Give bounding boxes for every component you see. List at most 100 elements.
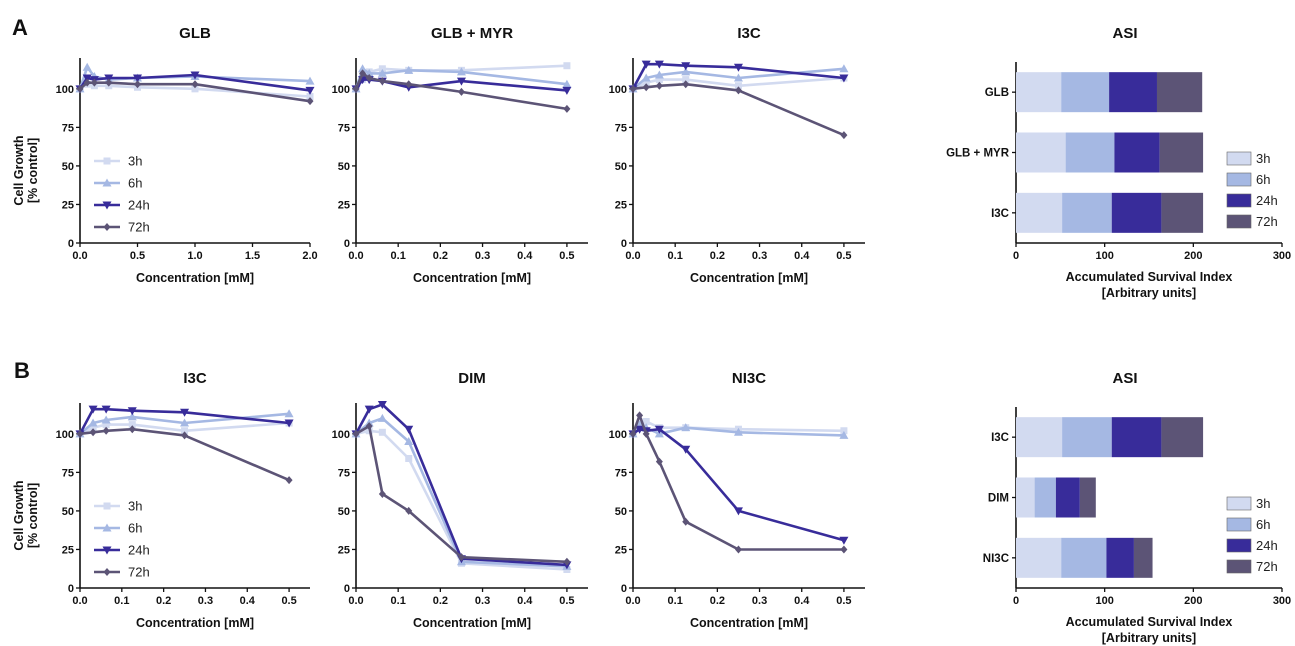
legend-item-6h: 6h	[1226, 172, 1270, 187]
x-tick-label: 0.4	[794, 595, 810, 607]
legend-swatch	[1226, 517, 1252, 532]
x-axis-label: Concentration [mM]	[690, 271, 808, 285]
bar-row-2: NI3C	[983, 537, 1153, 578]
y-tick-label: 50	[338, 506, 350, 518]
data-point-72h	[642, 83, 650, 92]
category-label: I3C	[991, 208, 1009, 220]
data-point-72h	[365, 74, 373, 83]
data-point-72h	[83, 78, 91, 87]
bar-segment-24h	[1114, 132, 1160, 173]
x-axis-label: Concentration [mM]	[413, 616, 531, 630]
chart-title: NI3C	[732, 370, 766, 387]
legend-marker	[102, 546, 112, 555]
y-tick-label: 50	[615, 506, 627, 518]
x-tick-label: 0.1	[114, 595, 129, 607]
category-label: GLB	[985, 87, 1009, 99]
x-tick-label: 0.3	[475, 595, 490, 607]
data-point-72h	[128, 425, 136, 434]
legend-label: 3h	[128, 499, 142, 514]
data-point-72h	[306, 97, 314, 106]
y-tick-label: 75	[338, 467, 350, 479]
y-tick-label: 100	[56, 84, 74, 96]
series-6h	[75, 409, 294, 438]
bar-row-0: GLB	[985, 72, 1203, 113]
bar-segment-6h	[1061, 72, 1110, 113]
data-point-6h	[404, 65, 414, 74]
data-point-72h	[629, 429, 637, 438]
legend-item-72h: 72h	[1226, 214, 1278, 229]
data-point-3h	[191, 85, 199, 93]
y-tick-label: 75	[615, 122, 627, 134]
legend-marker	[103, 223, 111, 231]
data-point-24h	[127, 407, 137, 416]
panel-label-b: B	[14, 358, 30, 383]
data-point-72h	[655, 81, 663, 90]
data-point-6h	[733, 427, 743, 436]
y-tick-label: 25	[62, 544, 74, 556]
panel-label-a: A	[12, 15, 28, 40]
data-point-72h	[134, 80, 141, 89]
data-point-6h	[180, 418, 190, 427]
x-tick-label: 0.2	[433, 595, 448, 607]
x-tick-label: 0	[1013, 595, 1019, 607]
bar-segment-6h	[1062, 192, 1112, 233]
x-tick-label: 0.3	[752, 250, 767, 262]
chart-b-7: ASI 0 100 200 300 Accumulated Survival Index […	[983, 370, 1291, 645]
data-point-6h	[681, 67, 691, 76]
data-point-72h	[191, 80, 199, 89]
series-72h	[76, 78, 314, 106]
legend-item-3h: 3h	[1226, 151, 1270, 166]
legend-marker	[103, 568, 111, 576]
y-tick-label: 25	[615, 199, 627, 211]
legend-label: 24h	[128, 543, 150, 558]
y-tick-label: 0	[68, 583, 74, 595]
series-24h	[351, 401, 572, 570]
data-point-6h	[681, 423, 691, 432]
data-point-3h	[642, 79, 650, 87]
data-point-24h	[839, 536, 849, 545]
data-point-72h	[563, 104, 571, 113]
data-point-24h	[654, 425, 664, 434]
data-point-72h	[563, 557, 571, 566]
bar-segment-24h	[1106, 537, 1134, 578]
bar-row-1: DIM	[988, 477, 1096, 518]
bar-segment-24h	[1055, 477, 1080, 518]
category-label: I3C	[991, 432, 1009, 444]
data-point-72h	[181, 431, 189, 440]
x-tick-label: 0.1	[391, 595, 406, 607]
data-point-72h	[457, 87, 465, 96]
legend-item-6h: 6h	[94, 176, 142, 191]
x-tick-label: 200	[1184, 595, 1202, 607]
bar-segment-72h	[1156, 72, 1203, 113]
legend-item-6h: 6h	[94, 521, 142, 536]
legend-label: 24h	[128, 198, 150, 213]
data-point-24h	[284, 419, 294, 428]
y-axis-label: Cell Growth	[12, 135, 26, 205]
chart-title: GLB + MYR	[431, 25, 513, 42]
x-tick-label: 0.5	[559, 595, 574, 607]
x-axis-label: Concentration [mM]	[413, 271, 531, 285]
legend-item-24h: 24h	[1226, 538, 1278, 553]
legend-swatch	[1226, 214, 1252, 229]
data-point-24h	[641, 60, 651, 69]
y-tick-label: 75	[62, 122, 74, 134]
data-point-6h	[101, 415, 111, 424]
y-tick-label: 25	[338, 544, 350, 556]
x-tick-label: 300	[1273, 595, 1291, 607]
data-point-24h	[681, 445, 691, 454]
x-tick-label: 0.5	[836, 595, 851, 607]
x-axis-label: Accumulated Survival Index	[1066, 615, 1233, 629]
legend-label: 3h	[1256, 151, 1270, 166]
data-point-24h	[635, 425, 645, 434]
data-point-24h	[733, 507, 743, 516]
x-tick-label: 0.0	[72, 250, 87, 262]
data-point-72h	[636, 411, 644, 420]
legend-swatch	[1226, 538, 1252, 553]
data-point-3h	[563, 62, 571, 70]
series-72h	[352, 69, 571, 113]
category-label: GLB + MYR	[946, 148, 1010, 160]
x-tick-label: 200	[1184, 250, 1202, 262]
x-tick-label: 0.2	[433, 250, 448, 262]
series-line-24h	[78, 407, 290, 435]
y-tick-label: 100	[56, 429, 74, 441]
